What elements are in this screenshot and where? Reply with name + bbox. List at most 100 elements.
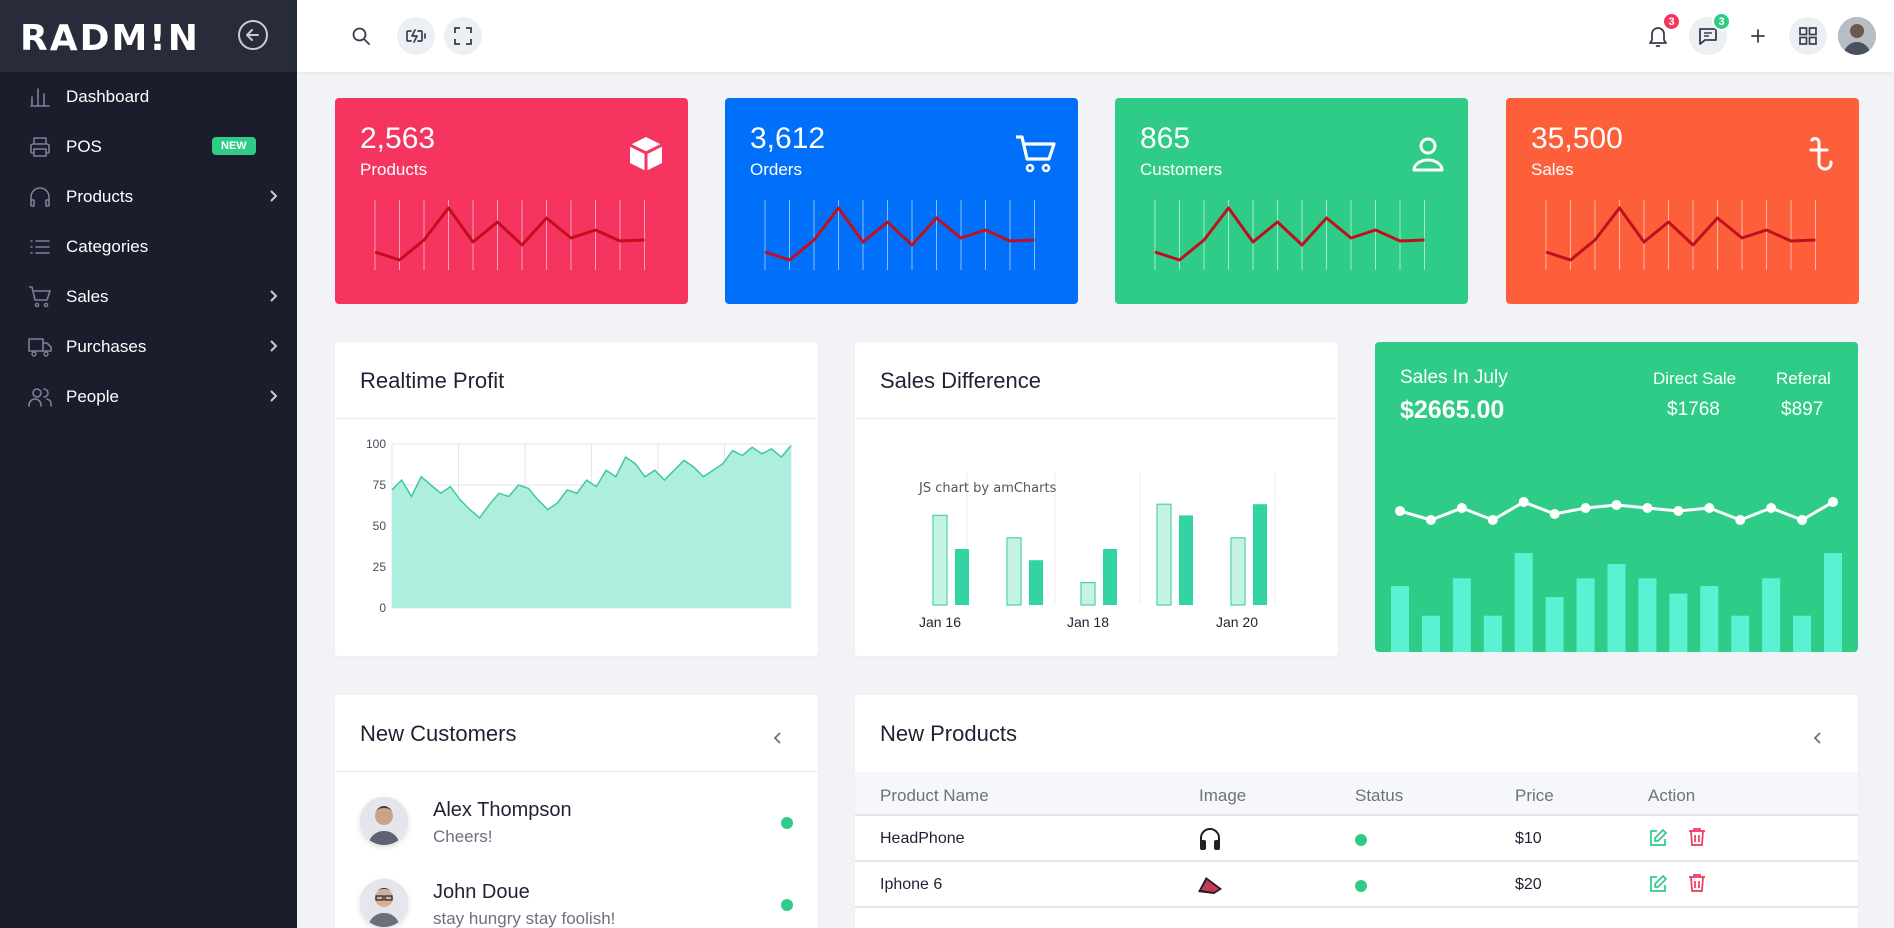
apps-button[interactable]: [1789, 17, 1827, 55]
stat-card-products[interactable]: 2,563 Products: [335, 98, 688, 304]
y-tick-label: 100: [366, 437, 386, 451]
column-header: Image: [1199, 786, 1247, 805]
cart-icon: [1016, 135, 1056, 173]
sidebar-item-people[interactable]: People: [0, 372, 297, 422]
stat-label: Orders: [750, 160, 802, 179]
chevron-right-icon: [270, 390, 278, 402]
grid-icon: [1799, 27, 1817, 45]
divider: [335, 771, 818, 772]
sidebar-item-sales[interactable]: Sales: [0, 272, 297, 322]
sidebar-item-products[interactable]: Products: [0, 172, 297, 222]
arrow-left-icon: [246, 29, 259, 41]
y-tick-label: 75: [373, 478, 387, 492]
fullscreen-button[interactable]: [444, 17, 482, 55]
referal-label: Referal: [1776, 369, 1831, 388]
july-line-point: [1518, 497, 1529, 507]
y-tick-label: 0: [379, 601, 386, 615]
july-bar: [1391, 586, 1409, 652]
sidebar-item-label: Categories: [66, 237, 149, 256]
july-line-point: [1797, 515, 1808, 525]
search-button[interactable]: [342, 17, 380, 55]
status-dot: [1355, 880, 1367, 892]
cart-icon: [29, 286, 51, 308]
stat-card-customers[interactable]: 865 Customers: [1115, 98, 1468, 304]
user-avatar[interactable]: [1838, 17, 1876, 55]
sidebar-item-pos[interactable]: POS NEW: [0, 122, 297, 172]
column-header: Status: [1355, 786, 1404, 805]
referal-value: $897: [1781, 399, 1824, 420]
add-button[interactable]: [1739, 17, 1777, 55]
messages-count-badge: 3: [1712, 12, 1731, 31]
stat-card-sales[interactable]: 35,500 Sales: [1506, 98, 1859, 304]
card-title: New Products: [880, 721, 1017, 746]
sidebar-item-label: Sales: [66, 287, 109, 306]
x-tick-label: Jan 20: [1216, 614, 1258, 630]
july-bar: [1514, 553, 1533, 652]
july-bar: [1607, 564, 1626, 652]
stat-card-orders[interactable]: 3,612 Orders: [725, 98, 1078, 304]
bar-current: [1103, 549, 1117, 605]
divider: [335, 418, 818, 419]
customer-photo-icon: [360, 879, 408, 927]
july-line-point: [1673, 506, 1684, 516]
notifications-button[interactable]: 3: [1639, 12, 1681, 55]
edit-icon[interactable]: [1648, 874, 1668, 894]
bar-previous: [932, 514, 948, 606]
box-icon: [629, 137, 663, 171]
column-header: Product Name: [880, 786, 989, 805]
table-row[interactable]: HeadPhone $10: [855, 816, 1858, 862]
printer-icon: [30, 137, 50, 157]
sales-july-chart: [1391, 497, 1842, 652]
july-line-point: [1580, 503, 1591, 513]
july-line-point: [1735, 515, 1746, 525]
july-line-point: [1549, 509, 1560, 519]
july-bar: [1793, 615, 1812, 652]
sidebar-item-categories[interactable]: Categories: [0, 222, 297, 272]
table-row[interactable]: Iphone 6 $20: [855, 862, 1858, 908]
column-header: Action: [1648, 786, 1696, 805]
search-icon: [352, 27, 370, 45]
bar-previous: [1230, 537, 1246, 606]
trash-icon[interactable]: [1688, 827, 1706, 847]
customer-message: stay hungry stay foolish!: [433, 909, 616, 928]
chevron-left-icon[interactable]: [1812, 731, 1822, 745]
customer-message: Cheers!: [433, 827, 493, 846]
profit-area: [392, 445, 791, 608]
july-bar: [1638, 578, 1657, 652]
sparkline-trend: [1545, 206, 1816, 262]
card-title: Sales Difference: [880, 368, 1042, 393]
july-line-point: [1611, 500, 1622, 510]
collapse-sidebar-button[interactable]: [238, 20, 268, 50]
bar-current: [1253, 504, 1267, 605]
trash-icon[interactable]: [1688, 873, 1706, 893]
sales-july-title: Sales In July: [1400, 367, 1508, 388]
july-bar: [1824, 553, 1842, 652]
profit-line: [391, 445, 792, 519]
july-bar: [1669, 593, 1688, 652]
x-tick-label: Jan 16: [919, 614, 961, 630]
july-line-point: [1642, 503, 1653, 513]
edit-icon[interactable]: [1648, 828, 1668, 848]
chevron-left-icon[interactable]: [772, 731, 782, 745]
product-name: HeadPhone: [880, 830, 965, 847]
sidebar-nav: Dashboard POS NEW Products Categories Sa…: [0, 72, 297, 422]
messages-button[interactable]: 3: [1689, 12, 1731, 55]
table-row[interactable]: [855, 908, 1858, 928]
battery-button[interactable]: [397, 17, 435, 55]
stat-label: Products: [360, 160, 428, 179]
sales-july-total: $2665.00: [1400, 396, 1505, 424]
user-icon: [1412, 137, 1444, 172]
sidebar-item-dashboard[interactable]: Dashboard: [0, 72, 297, 122]
message-icon: [1699, 28, 1717, 45]
customer-item[interactable]: John Doue stay hungry stay foolish!: [360, 879, 800, 928]
chevron-right-icon: [270, 190, 278, 202]
logo[interactable]: RADM!N: [20, 18, 200, 59]
sidebar-item-label: People: [66, 387, 119, 406]
orders-sparkline: [764, 200, 1035, 270]
customer-item[interactable]: Alex Thompson Cheers!: [360, 797, 800, 867]
july-line-point: [1766, 503, 1777, 513]
plus-icon: [1751, 29, 1765, 43]
sidebar-item-purchases[interactable]: Purchases: [0, 322, 297, 372]
direct-sale-value: $1768: [1667, 399, 1720, 420]
july-bar: [1452, 578, 1471, 652]
